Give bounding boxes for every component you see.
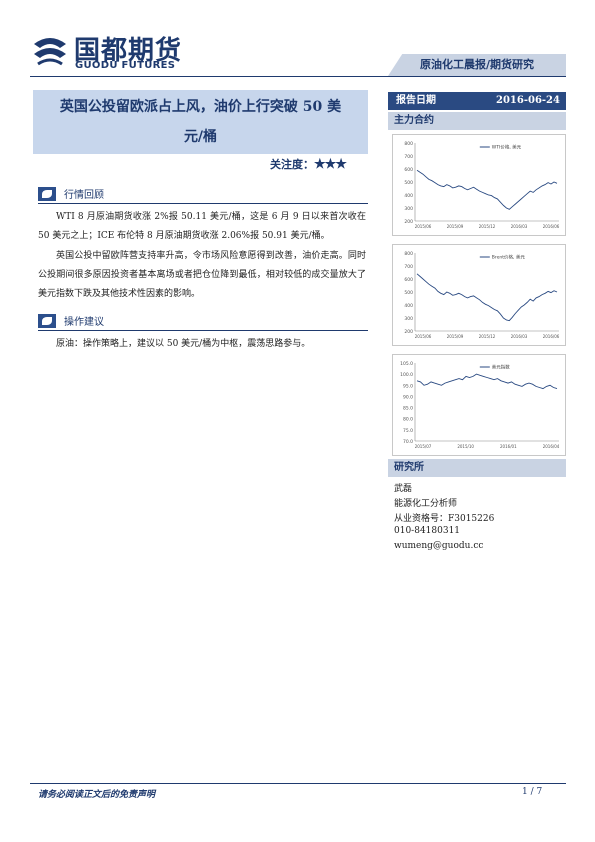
chart-y-tick-label: 400 bbox=[404, 303, 413, 309]
chart-brent: 800 700 600 500 400 300 200 2015/06 2015/09 2015/… bbox=[392, 244, 566, 346]
chart-y-tick-label: 200 bbox=[404, 219, 413, 225]
chart-y-tick-label: 800 bbox=[404, 141, 413, 147]
disclaimer-note[interactable]: 请务必阅读正文后的免责声明 bbox=[38, 790, 156, 800]
analyst-phone: 010-84180311 bbox=[394, 526, 461, 536]
chart-y-tick-label: 90.0 bbox=[403, 394, 413, 400]
guodu-logo-icon bbox=[34, 38, 66, 66]
chart-x-tick-label: 2016/03 bbox=[511, 224, 528, 229]
header-rule bbox=[30, 76, 566, 77]
paragraph: 原油：操作策略上，建议以 50 美元/桶为中枢，震荡思路参与。 bbox=[56, 339, 311, 349]
chart-x-tick-label: 2015/09 bbox=[447, 224, 464, 229]
institute-heading: 研究所 bbox=[388, 459, 566, 477]
chart-y-tick-label: 600 bbox=[404, 277, 413, 283]
analyst-name: 武磊 bbox=[394, 484, 413, 494]
section-heading-market-review: 行情回顾 bbox=[38, 186, 104, 201]
chart-x-tick-label: 2016/06 bbox=[543, 224, 560, 229]
section-heading-text: 行情回顾 bbox=[64, 190, 104, 201]
attention-label: 关注度： bbox=[270, 158, 314, 171]
chart-y-tick-label: 700 bbox=[404, 264, 413, 270]
main-contract-heading: 主力合约 bbox=[388, 112, 566, 130]
chart-x-tick-label: 2015/09 bbox=[447, 334, 464, 339]
chart-y-tick-label: 80.0 bbox=[403, 417, 413, 423]
chart-usd-index: 105.0 100.0 95.0 90.0 85.0 80.0 75.0 70.0 2015/0… bbox=[392, 354, 566, 456]
section-logo-icon bbox=[38, 186, 56, 201]
chart-x-tick-label: 2015/07 bbox=[415, 444, 432, 449]
footer-rule bbox=[30, 783, 566, 784]
chart-legend-label: 美元指数 bbox=[492, 364, 510, 371]
chart-y-tick-label: 100.0 bbox=[400, 372, 413, 378]
chart-y-tick-label: 200 bbox=[404, 329, 413, 335]
chart-x-tick-label: 2016/04 bbox=[543, 444, 560, 449]
chart-y-tick-label: 70.0 bbox=[403, 439, 413, 445]
analyst-email[interactable]: wumeng@guodu.cc bbox=[394, 541, 484, 551]
chart-legend-label: WTI价格, 美元 bbox=[492, 144, 522, 151]
chart-x-tick-label: 2015/12 bbox=[479, 334, 496, 339]
paragraph: WTI 8 月原油期货收涨 2%报 50.11 美元/桶，这是 6 月 9 日以… bbox=[38, 212, 366, 241]
chart-y-tick-label: 600 bbox=[404, 167, 413, 173]
headline-line-2: 元/桶 bbox=[183, 129, 218, 145]
chart-x-tick-label: 2015/12 bbox=[479, 224, 496, 229]
page-number: 1 / 7 bbox=[522, 787, 543, 797]
attention-stars: ★★★ bbox=[314, 157, 347, 172]
chart-y-tick-label: 75.0 bbox=[403, 428, 413, 434]
chart-y-tick-label: 85.0 bbox=[403, 406, 413, 412]
report-date-bar: 报告日期 2016-06-24 bbox=[388, 92, 566, 110]
chart-y-tick-label: 500 bbox=[404, 180, 413, 186]
attention-rating: 关注度：★★★ bbox=[270, 156, 347, 172]
chart-y-tick-label: 400 bbox=[404, 193, 413, 199]
chart-x-tick-label: 2015/10 bbox=[457, 444, 474, 449]
headline-box: 英国公投留欧派占上风，油价上行突破 50 美 元/桶 bbox=[33, 90, 368, 154]
section-heading-strategy: 操作建议 bbox=[38, 313, 104, 328]
chart-legend-label: Brent价格, 美元 bbox=[492, 254, 526, 261]
section-logo-icon bbox=[38, 313, 56, 328]
chart-x-tick-label: 2016/03 bbox=[511, 334, 528, 339]
chart-y-tick-label: 300 bbox=[404, 206, 413, 212]
section-rule bbox=[38, 203, 368, 204]
headline-line-1: 英国公投留欧派占上风，油价上行突破 50 美 bbox=[59, 99, 342, 115]
logo-name-cn: 国都期货 bbox=[74, 36, 183, 66]
chart-y-tick-label: 300 bbox=[404, 316, 413, 322]
chart-y-tick-label: 105.0 bbox=[400, 361, 413, 367]
analyst-title: 能源化工分析师 bbox=[394, 499, 458, 509]
chart-y-tick-label: 500 bbox=[404, 290, 413, 296]
chart-y-tick-label: 800 bbox=[404, 251, 413, 257]
chart-wti: 800 700 600 500 400 300 200 2015/06 2015/09 2015/… bbox=[392, 134, 566, 236]
analyst-license: 从业资格号：F3015226 bbox=[394, 514, 495, 524]
section-rule bbox=[38, 330, 368, 331]
section-heading-text: 操作建议 bbox=[64, 317, 104, 328]
chart-x-tick-label: 2016/06 bbox=[543, 334, 560, 339]
chart-series-line bbox=[416, 273, 558, 322]
chart-series-line bbox=[416, 373, 558, 390]
logo-name-en: GUODU FUTURES bbox=[75, 60, 176, 71]
chart-y-tick-label: 95.0 bbox=[403, 383, 413, 389]
chart-x-tick-label: 2015/06 bbox=[415, 334, 432, 339]
report-date-label: 报告日期 bbox=[396, 95, 436, 106]
report-date-value: 2016-06-24 bbox=[496, 95, 560, 106]
report-type-banner: 原油化工晨报/期货研究 bbox=[388, 54, 566, 76]
chart-y-tick-label: 700 bbox=[404, 154, 413, 160]
chart-series-line bbox=[416, 169, 558, 210]
chart-x-tick-label: 2015/06 bbox=[415, 224, 432, 229]
paragraph: 英国公投中留欧阵营支持率升高，令市场风险意愿得到改善，油价走高。同时公投期间很多… bbox=[38, 251, 366, 299]
chart-x-tick-label: 2016/01 bbox=[500, 444, 517, 449]
